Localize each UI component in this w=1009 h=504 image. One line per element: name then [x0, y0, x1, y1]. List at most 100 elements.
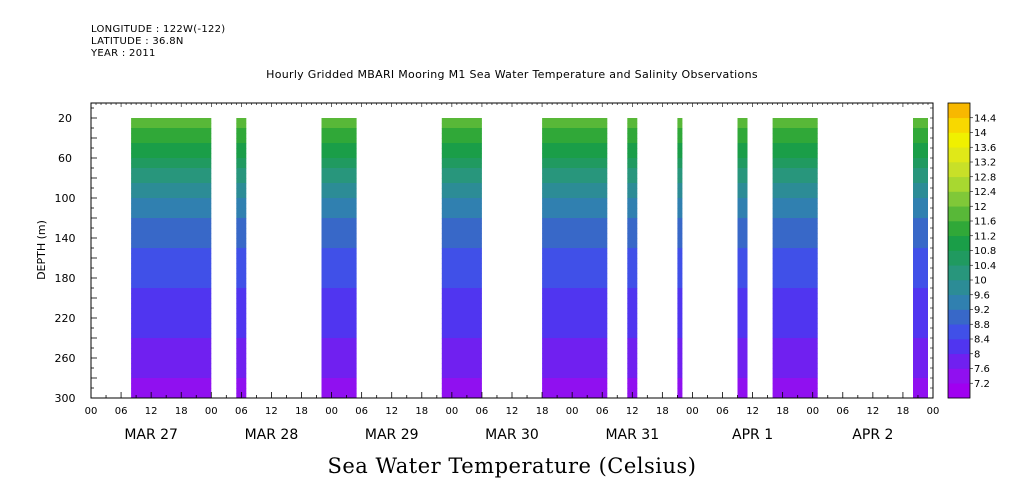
heatmap-cell [542, 118, 608, 124]
heatmap-cell [542, 188, 608, 194]
heatmap-cell [131, 388, 212, 394]
heatmap-cell [737, 318, 748, 324]
heatmap-cell [677, 258, 683, 264]
heatmap-cell [737, 248, 748, 254]
heatmap-cell [737, 143, 748, 149]
heatmap-cell [677, 268, 683, 274]
heatmap-cell [321, 363, 357, 369]
heatmap-cell [677, 278, 683, 284]
heatmap-cell [542, 208, 608, 214]
x-tick-label: 06 [235, 406, 248, 417]
heatmap-cell [542, 163, 608, 169]
colorbar-label: 14 [974, 128, 987, 139]
heatmap-cell [441, 388, 482, 394]
heatmap-cell [236, 218, 247, 224]
heatmap-cell [131, 158, 212, 164]
x-tick-label: 06 [476, 406, 489, 417]
heatmap-cell [321, 328, 357, 334]
heatmap-cell [236, 168, 247, 174]
heatmap-cell [236, 148, 247, 154]
heatmap-cell [772, 213, 818, 219]
heatmap-cell [627, 118, 638, 124]
heatmap-cell [441, 198, 482, 204]
heatmap-cell [677, 118, 683, 124]
heatmap-cell [441, 193, 482, 199]
heatmap-cell [627, 208, 638, 214]
heatmap-cell [627, 378, 638, 384]
heatmap-cell [677, 293, 683, 299]
heatmap-cell [236, 303, 247, 309]
heatmap-cell [913, 193, 928, 199]
heatmap-cell [236, 288, 247, 294]
heatmap-cell [627, 158, 638, 164]
heatmap-cell [737, 378, 748, 384]
heatmap-cell [321, 308, 357, 314]
heatmap-cell [441, 263, 482, 269]
heatmap-cell [913, 303, 928, 309]
heatmap-cell [236, 273, 247, 279]
heatmap-cell [236, 283, 247, 289]
heatmap-cell [321, 213, 357, 219]
heatmap-cell [627, 163, 638, 169]
colorbar-swatch [948, 280, 970, 296]
heatmap-cell [913, 128, 928, 134]
heatmap-cell [321, 373, 357, 379]
heatmap-cell [131, 253, 212, 259]
heatmap-cell [737, 203, 748, 209]
heatmap-cell [677, 163, 683, 169]
heatmap-cell [677, 198, 683, 204]
heatmap-cell [441, 213, 482, 219]
heatmap-cell [627, 288, 638, 294]
heatmap-cell [131, 118, 212, 124]
heatmap-cell [772, 368, 818, 374]
heatmap-cell [627, 143, 638, 149]
heatmap-cell [236, 233, 247, 239]
heatmap-cell [236, 253, 247, 259]
heatmap-cell [677, 238, 683, 244]
heatmap-cell [677, 228, 683, 234]
heatmap-cell [131, 183, 212, 189]
colorbar-swatch [948, 324, 970, 340]
heatmap-cell [441, 393, 482, 399]
heatmap-cell [913, 188, 928, 194]
heatmap-cell [913, 203, 928, 209]
heatmap-cell [677, 233, 683, 239]
heatmap-cell [131, 263, 212, 269]
heatmap-cell [913, 263, 928, 269]
heatmap-cell [441, 208, 482, 214]
heatmap-cell [737, 353, 748, 359]
heatmap-cell [236, 368, 247, 374]
heatmap-cell [677, 388, 683, 394]
heatmap-cell [627, 188, 638, 194]
heatmap-cell [542, 178, 608, 184]
heatmap-cell [236, 348, 247, 354]
heatmap-cell [441, 123, 482, 129]
heatmap-cell [913, 333, 928, 339]
heatmap-cell [236, 323, 247, 329]
heatmap-cell [913, 343, 928, 349]
heatmap-cell [441, 338, 482, 344]
heatmap-cell [627, 213, 638, 219]
heatmap-cell [772, 358, 818, 364]
heatmap-cell [913, 178, 928, 184]
heatmap-cell [542, 283, 608, 289]
heatmap-cell [321, 128, 357, 134]
heatmap-cell [131, 288, 212, 294]
heatmap-cell [913, 363, 928, 369]
heatmap-cell [677, 328, 683, 334]
heatmap-cell [627, 168, 638, 174]
heatmap-cell [627, 233, 638, 239]
heatmap-cell [131, 283, 212, 289]
heatmap-cell [737, 153, 748, 159]
heatmap-cell [913, 378, 928, 384]
heatmap-cell [321, 313, 357, 319]
heatmap-cell [321, 188, 357, 194]
colorbar-swatch [948, 309, 970, 325]
heatmap-cell [737, 128, 748, 134]
heatmap-cell [772, 183, 818, 189]
heatmap-cell [321, 123, 357, 129]
colorbar-label: 10.8 [974, 246, 996, 257]
heatmap-cell [737, 198, 748, 204]
heatmap-cell [542, 138, 608, 144]
heatmap-cell [913, 353, 928, 359]
